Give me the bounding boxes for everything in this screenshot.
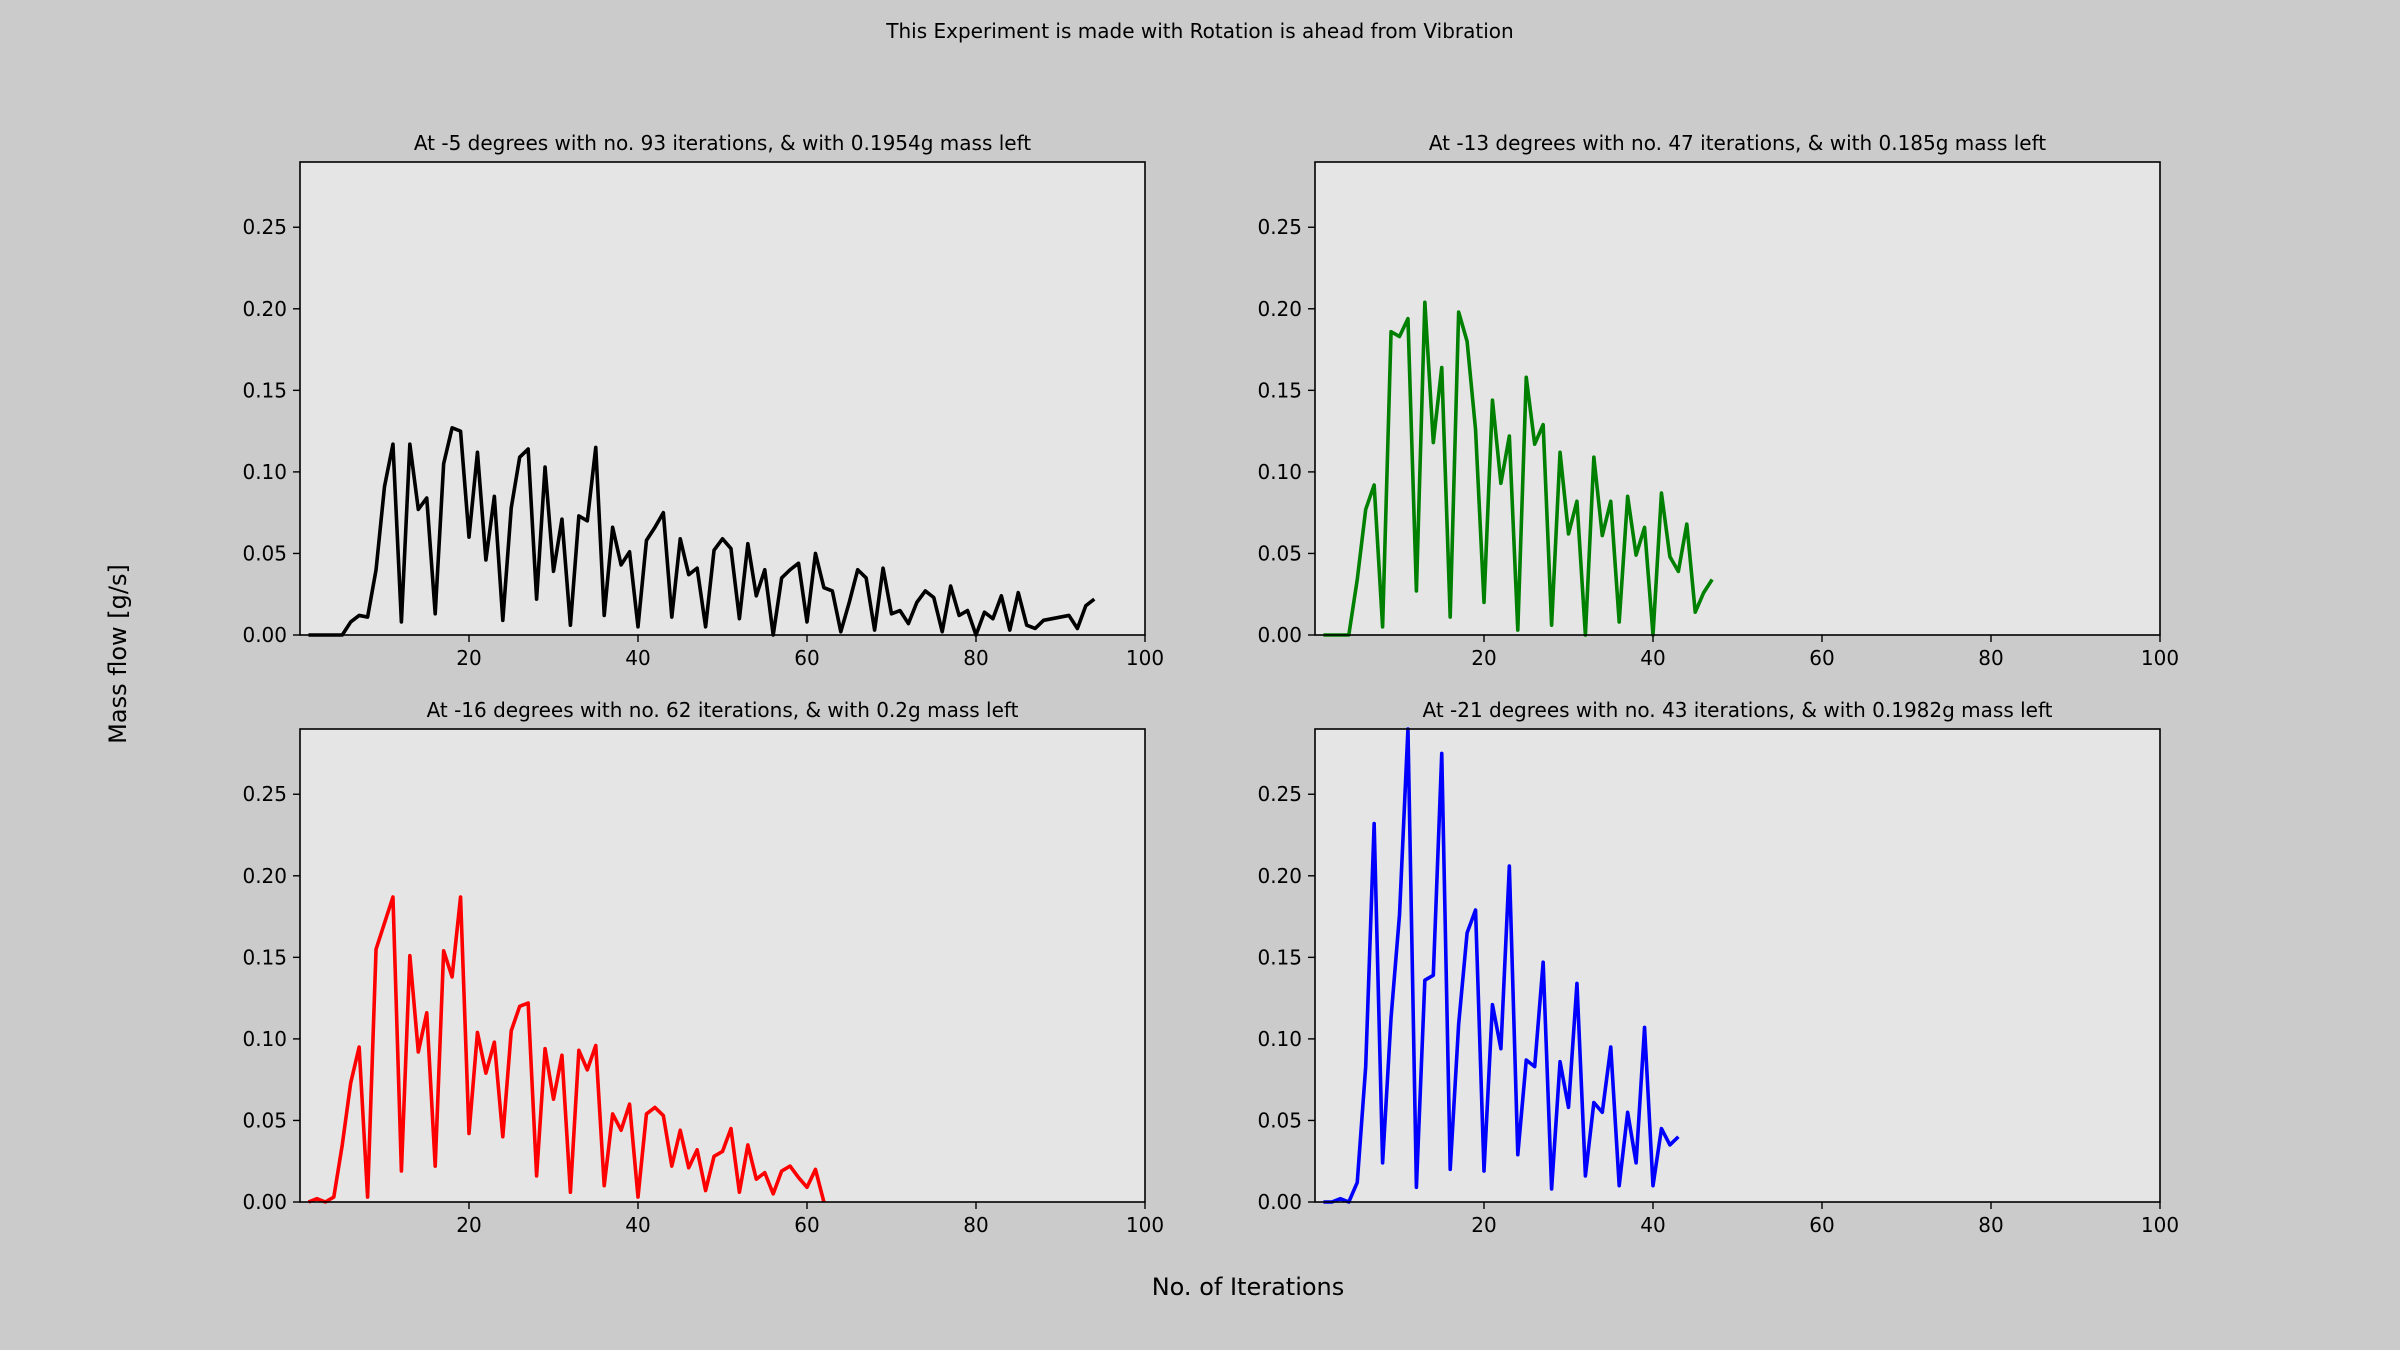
y-tick-label: 0.25 — [242, 782, 287, 806]
y-tick-label: 0.25 — [1257, 782, 1302, 806]
y-tick-label: 0.05 — [242, 541, 287, 565]
subplot-3: At -16 degrees with no. 62 iterations, &… — [242, 698, 1164, 1237]
y-tick-label: 0.00 — [242, 623, 287, 647]
subplot-4: At -21 degrees with no. 43 iterations, &… — [1257, 698, 2179, 1237]
x-tick-label: 60 — [794, 1213, 819, 1237]
subplot-title: At -5 degrees with no. 93 iterations, & … — [414, 131, 1031, 155]
x-tick-label: 40 — [1640, 1213, 1665, 1237]
x-tick-label: 60 — [794, 646, 819, 670]
y-tick-label: 0.15 — [1257, 945, 1302, 969]
subplot-grid: At -5 degrees with no. 93 iterations, & … — [242, 131, 2179, 1237]
x-tick-label: 100 — [1126, 646, 1164, 670]
y-tick-label: 0.20 — [1257, 864, 1302, 888]
x-tick-label: 40 — [625, 1213, 650, 1237]
y-tick-label: 0.00 — [242, 1190, 287, 1214]
x-tick-label: 100 — [1126, 1213, 1164, 1237]
x-tick-label: 60 — [1809, 646, 1834, 670]
x-tick-label: 80 — [963, 646, 988, 670]
y-tick-label: 0.25 — [242, 215, 287, 239]
y-tick-label: 0.10 — [242, 460, 287, 484]
x-tick-label: 20 — [456, 646, 481, 670]
y-tick-label: 0.15 — [242, 378, 287, 402]
plot-area — [300, 729, 1145, 1202]
plot-area — [1315, 729, 2160, 1202]
x-tick-label: 80 — [963, 1213, 988, 1237]
y-tick-label: 0.15 — [1257, 378, 1302, 402]
series-line — [307, 895, 826, 1204]
x-tick-label: 40 — [1640, 646, 1665, 670]
x-tick-label: 20 — [456, 1213, 481, 1237]
axes-frame — [299, 161, 1146, 636]
series-line — [308, 426, 1096, 637]
figure-xlabel: No. of Iterations — [1152, 1273, 1345, 1301]
subplot-title: At -13 degrees with no. 47 iterations, &… — [1429, 131, 2046, 155]
y-tick-label: 0.10 — [1257, 1027, 1302, 1051]
y-tick-label: 0.20 — [242, 864, 287, 888]
x-tick-label: 60 — [1809, 1213, 1834, 1237]
y-tick-label: 0.05 — [242, 1108, 287, 1132]
subplot-title: At -16 degrees with no. 62 iterations, &… — [427, 698, 1019, 722]
y-tick-label: 0.10 — [242, 1027, 287, 1051]
axes-frame — [1314, 161, 2161, 636]
x-tick-label: 20 — [1471, 646, 1496, 670]
plot-area — [300, 162, 1145, 635]
x-tick-label: 40 — [625, 646, 650, 670]
axes-frame — [1314, 728, 2161, 1203]
y-tick-label: 0.20 — [242, 297, 287, 321]
x-tick-label: 80 — [1978, 1213, 2003, 1237]
y-tick-label: 0.20 — [1257, 297, 1302, 321]
subplot-1: At -5 degrees with no. 93 iterations, & … — [242, 131, 1164, 670]
y-tick-label: 0.05 — [1257, 541, 1302, 565]
x-tick-label: 100 — [2141, 646, 2179, 670]
y-tick-label: 0.25 — [1257, 215, 1302, 239]
subplot-title: At -21 degrees with no. 43 iterations, &… — [1422, 698, 2052, 722]
y-tick-label: 0.10 — [1257, 460, 1302, 484]
y-tick-label: 0.15 — [242, 945, 287, 969]
x-tick-label: 20 — [1471, 1213, 1496, 1237]
x-tick-label: 100 — [2141, 1213, 2179, 1237]
figure-ylabel: Mass flow [g/s] — [104, 564, 132, 744]
axes-frame — [299, 728, 1146, 1203]
subplot-2: At -13 degrees with no. 47 iterations, &… — [1257, 131, 2179, 670]
y-tick-label: 0.05 — [1257, 1108, 1302, 1132]
y-tick-label: 0.00 — [1257, 1190, 1302, 1214]
y-tick-label: 0.00 — [1257, 623, 1302, 647]
series-line — [1323, 300, 1714, 637]
figure-suptitle: This Experiment is made with Rotation is… — [885, 19, 1513, 43]
series-line — [1323, 727, 1680, 1204]
x-tick-label: 80 — [1978, 646, 2003, 670]
